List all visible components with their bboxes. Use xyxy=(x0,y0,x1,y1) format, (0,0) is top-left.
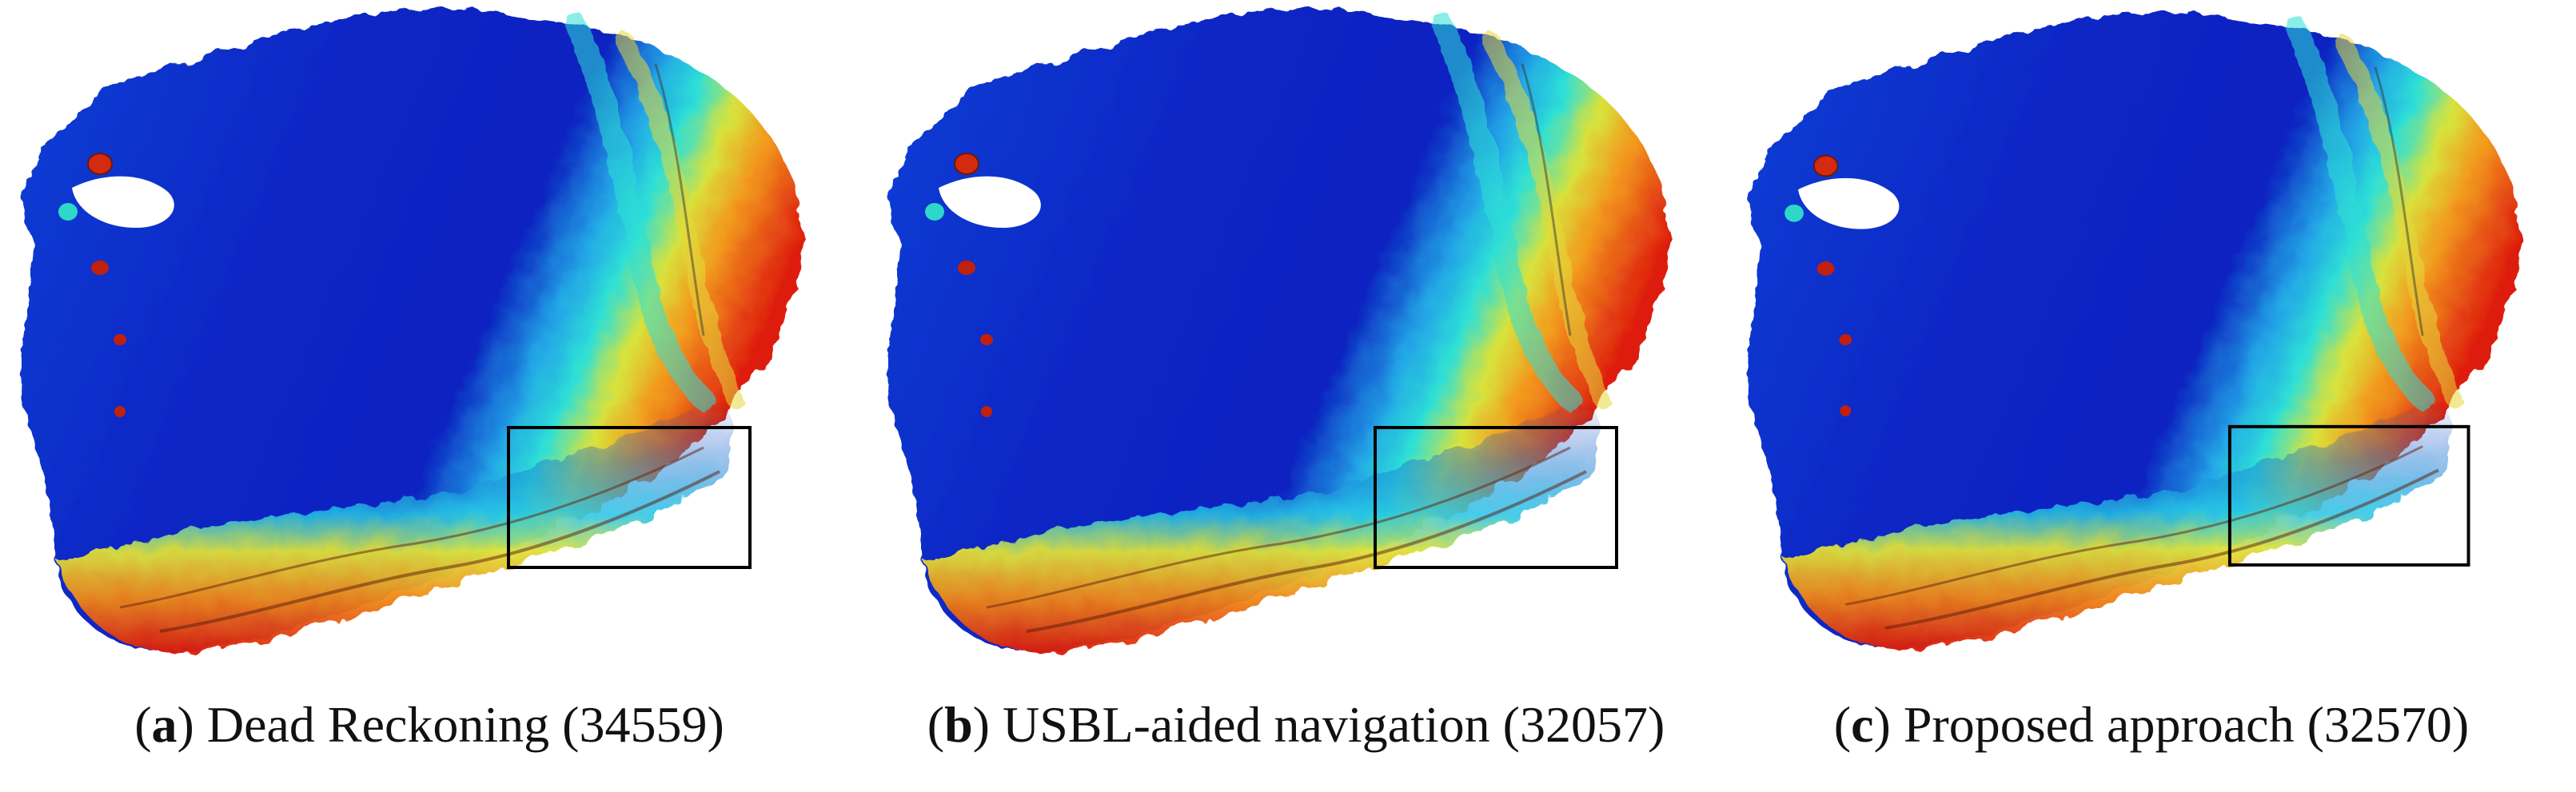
caption-text: Dead Reckoning (34559) xyxy=(206,696,724,753)
panel-letter: c xyxy=(1851,696,1874,753)
zoom-box xyxy=(2227,424,2470,567)
terrain-map-a xyxy=(0,0,859,687)
caption-a: (a) Dead Reckoning (34559) xyxy=(134,696,724,753)
caption-text: Proposed approach (32570) xyxy=(1903,696,2470,753)
panel-a: (a) Dead Reckoning (34559) xyxy=(0,0,859,792)
panel-letter: b xyxy=(944,696,973,753)
caption-b: (b) USBL-aided navigation (32057) xyxy=(927,696,1665,753)
zoom-box xyxy=(507,426,752,569)
panel-letter: a xyxy=(151,696,177,753)
panel-b: (b) USBL-aided navigation (32057) xyxy=(867,0,1725,792)
zoom-box xyxy=(1374,426,1618,569)
terrain-map-b xyxy=(867,0,1725,687)
caption-c: (c) Proposed approach (32570) xyxy=(1833,696,2470,753)
caption-text: USBL-aided navigation (32057) xyxy=(1002,696,1665,753)
terrain-map-c xyxy=(1727,0,2576,687)
panel-c: (c) Proposed approach (32570) xyxy=(1727,0,2576,792)
